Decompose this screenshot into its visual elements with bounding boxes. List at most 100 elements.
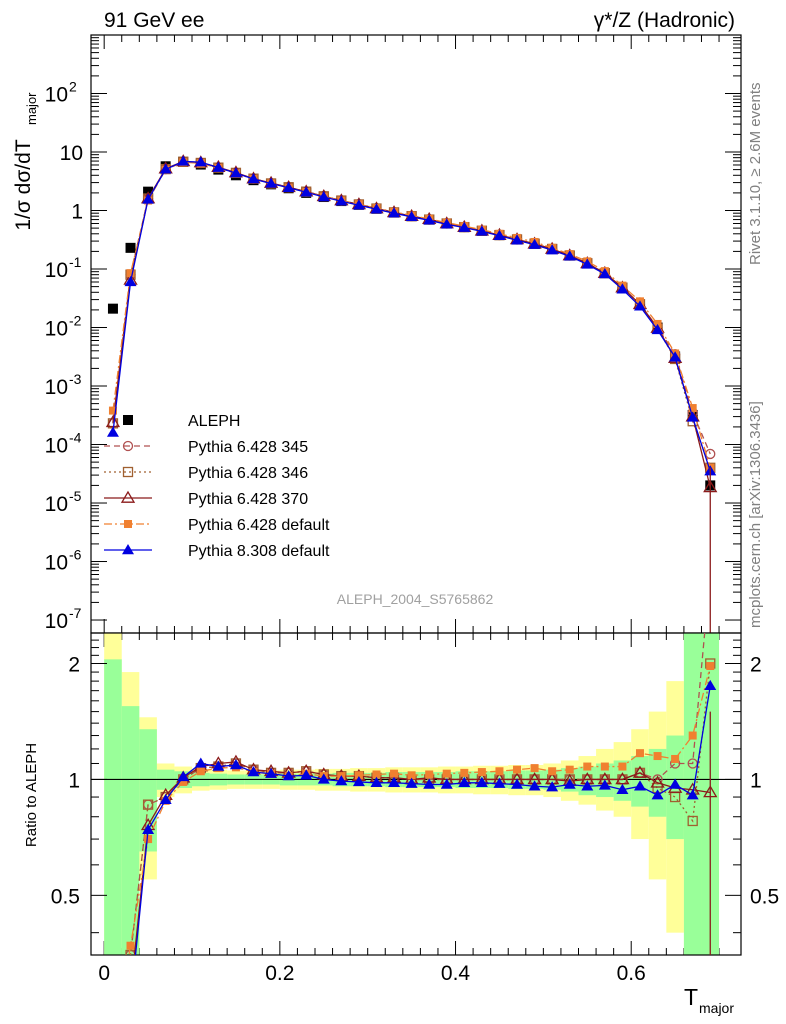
legend-entry: Pythia 6.428 370 — [188, 491, 308, 508]
ratio-series-point — [458, 776, 471, 787]
main-series-point — [212, 161, 225, 172]
ratio-series-point — [687, 815, 698, 827]
ratio-series-point — [144, 835, 153, 844]
ratio-series-point — [179, 777, 188, 786]
ratio-series-point — [212, 760, 225, 771]
ratio-series-point — [704, 679, 717, 691]
ratio-series-point — [495, 767, 504, 776]
ratio-series-point — [565, 765, 574, 774]
ratio-series-point — [616, 783, 629, 794]
ratio-series-point — [177, 770, 190, 782]
ratio-series-point — [618, 762, 627, 771]
legend-marker — [122, 466, 134, 478]
ratio-series-point — [477, 768, 486, 777]
ratio-series-point — [354, 771, 363, 780]
ratio-series-point — [513, 765, 522, 774]
ratio-series-point — [388, 776, 401, 787]
main-series-point — [458, 221, 471, 232]
ratio-series-point — [405, 777, 418, 788]
ratio-series-point — [635, 749, 644, 758]
y-tick-label: 10 — [45, 84, 68, 107]
main-series-point — [352, 199, 365, 210]
ratio-series-point — [615, 772, 630, 785]
ratio-y-tick-label-right: 2 — [750, 653, 762, 676]
ratio-series-point — [159, 793, 172, 805]
y-tick-label: 10 — [45, 259, 68, 282]
ratio-series-point — [300, 769, 313, 780]
main-series-point — [669, 351, 682, 362]
y-tick-label: 1 — [71, 201, 83, 224]
ratio-series-point — [475, 776, 488, 787]
ratio-y-tick-label-right: 0.5 — [750, 885, 779, 908]
main-series-point — [229, 167, 242, 178]
ratio-series-point — [688, 731, 697, 740]
main-series-point — [142, 193, 155, 204]
ratio-series-point — [194, 757, 207, 768]
main-series — [105, 154, 718, 633]
y-tick-exponent: -4 — [69, 430, 82, 446]
ratio-series-point — [125, 949, 136, 955]
aleph-point — [107, 303, 118, 314]
main-series-point — [370, 203, 383, 214]
main-y-axis-label: 1/σ dσ/dT major — [12, 92, 39, 231]
ratio-y-tick-label: 1 — [68, 769, 80, 792]
main-series-point — [126, 269, 135, 278]
main-series-point — [105, 414, 121, 428]
ratio-series-point — [126, 941, 135, 950]
ratio-series-point — [528, 780, 541, 791]
main-series-point — [300, 186, 313, 197]
x-tick-label: 0.6 — [617, 962, 646, 985]
x-tick-label: 0 — [98, 962, 110, 985]
main-series-point — [106, 426, 119, 437]
ratio-series-point — [530, 764, 539, 773]
mcplots-label: mcplots.cern.ch [arXiv:1306.3436] — [747, 401, 764, 628]
green-band-bin — [613, 760, 632, 801]
ratio-series-point — [229, 759, 242, 770]
main-series-point — [335, 195, 348, 206]
ratio-series-point — [583, 762, 592, 771]
main-series-point — [633, 300, 646, 311]
process-label: γ*/Z (Hadronic) — [594, 9, 735, 32]
ratio-y-tick-label: 2 — [68, 653, 80, 676]
ratio-series-point — [651, 789, 664, 800]
y-tick-exponent: -1 — [69, 254, 82, 270]
y-tick-exponent: -5 — [69, 488, 82, 504]
x-axis-label: T major — [684, 984, 734, 1016]
x-tick-label: 0.4 — [441, 962, 471, 985]
y-tick-exponent: -2 — [69, 313, 82, 329]
ratio-series-point — [511, 778, 524, 789]
ratio-panel: 0 0.2 0.4 0.6 0.5 0.5 1 1 2 2 — [51, 632, 779, 985]
main-y-label-sub: major — [24, 92, 39, 125]
ratio-series-point — [671, 754, 680, 763]
x-tick-label: 0.2 — [265, 962, 294, 985]
ratio-series-point — [265, 767, 278, 778]
ratio-series-point — [600, 762, 609, 771]
ratio-series-point — [352, 775, 365, 787]
main-series-point — [511, 234, 524, 245]
y-tick-exponent: -6 — [69, 547, 82, 563]
legend-marker — [123, 415, 133, 425]
ratio-series-point — [247, 766, 260, 777]
ratio-series-point — [390, 769, 399, 778]
green-band-bin — [683, 633, 702, 955]
main-series-point — [493, 229, 506, 240]
main-series-point — [317, 191, 330, 202]
main-series-point — [546, 244, 559, 255]
green-band-bin — [139, 729, 157, 852]
ratio-series-point — [407, 771, 416, 780]
legend-marker — [122, 440, 134, 452]
y-tick-label: 10 — [45, 376, 68, 399]
analysis-watermark: ALEPH_2004_S5765862 — [337, 591, 494, 607]
main-series-point — [388, 207, 401, 218]
y-tick-exponent: -7 — [69, 605, 82, 621]
y-tick-label: 10 — [45, 610, 68, 633]
legend: ALEPH Pythia 6.428 345 Pythia 6.428 346 Pyt… — [104, 413, 330, 560]
ratio-series-point — [706, 662, 715, 671]
ratio-series-point — [460, 768, 469, 777]
ratio-series-point — [669, 778, 682, 789]
main-y-label-text: 1/σ dσ/dT — [12, 139, 35, 230]
ratio-frame — [90, 632, 742, 956]
main-series-point — [616, 283, 629, 294]
main-series-point — [177, 155, 190, 166]
main-series-point — [282, 181, 295, 192]
